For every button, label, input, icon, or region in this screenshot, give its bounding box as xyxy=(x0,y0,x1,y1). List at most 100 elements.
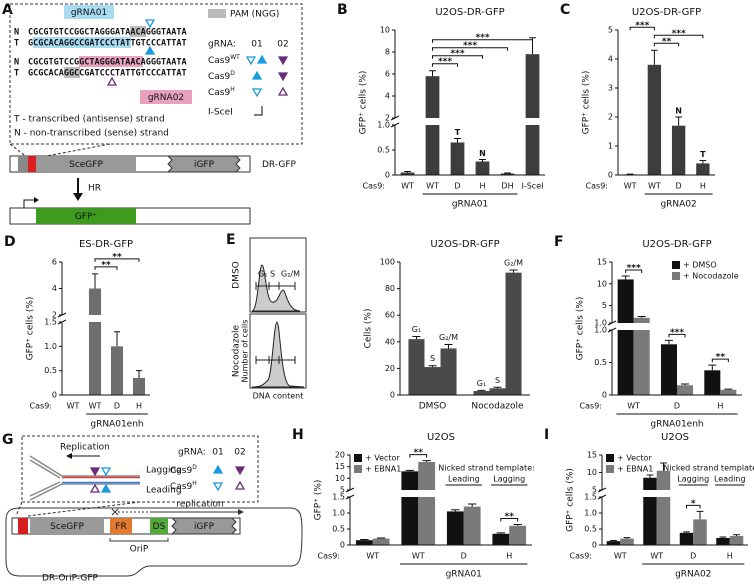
panel-label: F xyxy=(554,234,564,250)
y-tick-label: 1.5 xyxy=(44,318,57,327)
bar xyxy=(660,344,677,395)
y-tick-label: 4 xyxy=(385,92,390,101)
legend-swatch xyxy=(672,272,680,280)
significance-label: *** xyxy=(463,41,477,51)
y-tick-label: 1.5 xyxy=(584,493,597,502)
gates xyxy=(255,282,296,290)
histogram xyxy=(251,264,301,312)
bar xyxy=(679,532,694,545)
axis-break xyxy=(58,315,150,322)
note-label: Lagging xyxy=(677,475,709,484)
y-axis-label: GFP⁺ (%) xyxy=(314,480,324,521)
y-tick-label: 1.0 xyxy=(594,326,607,335)
x-tick-label: WT xyxy=(67,402,80,411)
error-bar xyxy=(708,364,717,371)
panel-label: D xyxy=(4,234,16,250)
y-tick-label: 0.5 xyxy=(332,525,345,534)
bar xyxy=(633,317,650,395)
error-bar xyxy=(451,509,460,512)
construct-label: SceGFP xyxy=(69,160,103,170)
bar xyxy=(475,161,490,175)
bar xyxy=(677,385,694,395)
error-bar xyxy=(610,540,617,542)
sequence: GCGCACAGGCCGATCCCTATTGTCCCATTAT xyxy=(28,69,187,79)
gates xyxy=(255,356,296,364)
zoom-line xyxy=(27,501,141,517)
grna-id: 02 xyxy=(277,40,288,50)
cas9-label: Cas9H xyxy=(208,86,235,98)
axis-break xyxy=(608,323,742,330)
promoter xyxy=(23,199,36,208)
nick-icon xyxy=(100,483,112,493)
y-tick-label: 8 xyxy=(385,48,390,57)
grna01-target xyxy=(33,37,131,48)
error-bar xyxy=(360,539,369,541)
bar xyxy=(606,541,621,545)
construct-label: iGFP xyxy=(194,160,215,170)
bar xyxy=(509,525,527,545)
legend-swatch xyxy=(354,454,362,462)
scegfp-box xyxy=(30,518,104,534)
x-tick-label: WT xyxy=(627,402,640,411)
bar xyxy=(500,173,515,175)
construct-label: SceGFP xyxy=(50,522,84,532)
y-tick-label: 15 xyxy=(587,451,597,460)
nick-icon xyxy=(106,76,118,86)
significance-label: * xyxy=(691,499,696,509)
nick-icon xyxy=(277,72,289,82)
y-tick-label: 0 xyxy=(390,391,395,400)
sequence: CGCGTGTCCGGCTAGGGATAACAGGGTAATA xyxy=(28,58,187,68)
significance-label: *** xyxy=(635,21,649,31)
error-bar xyxy=(493,386,502,389)
panel-label: E xyxy=(226,232,236,248)
x-tick-label: WT xyxy=(624,182,637,191)
construct-name: DR-GFP xyxy=(262,160,297,170)
error-bar xyxy=(660,462,667,471)
note-label: Lagging xyxy=(493,475,525,484)
y-tick-label: 0 xyxy=(52,391,57,400)
x-tick-label: WT xyxy=(648,182,661,191)
panel-label: G xyxy=(2,432,14,448)
bar xyxy=(473,391,490,395)
error-bar xyxy=(696,510,704,520)
error-bar xyxy=(623,537,631,539)
bar xyxy=(720,389,737,395)
error-bar xyxy=(467,503,477,507)
y-tick-label: 1.0 xyxy=(44,342,57,351)
bar xyxy=(647,64,662,175)
bar xyxy=(505,272,522,395)
y-tick-label: 0 xyxy=(592,541,597,550)
y-tick-label: 2 xyxy=(52,311,57,320)
nick-icon xyxy=(277,86,289,96)
x-tick-label: D xyxy=(461,552,467,561)
cas9-sup: H xyxy=(192,480,197,487)
y-tick-label: 3 xyxy=(608,84,613,93)
bar xyxy=(671,125,686,175)
y-tick-label: 15 xyxy=(335,462,345,471)
construct-label: iGFP xyxy=(194,522,215,532)
chart-title: U2OS-DR-GFP xyxy=(642,239,711,250)
chart-title: U2OS xyxy=(427,432,455,443)
hist-ylabel: Number of cells xyxy=(241,320,250,383)
bar xyxy=(693,519,707,545)
significance-bracket xyxy=(711,358,729,363)
error-bar xyxy=(135,370,143,378)
legend-label: + Vector xyxy=(617,454,652,463)
construct-label: DS xyxy=(153,522,166,532)
y-tick-label: 80 xyxy=(385,284,395,293)
scegfp-box xyxy=(36,156,136,172)
bar-label: G₁ xyxy=(412,325,421,334)
error-bar xyxy=(477,389,486,392)
bar xyxy=(446,511,464,545)
construct-name: DR-OriP-GFP xyxy=(42,574,99,584)
note-label: Leading xyxy=(448,475,480,484)
significance-bracket xyxy=(668,333,686,338)
legend-label: + EBNA1 xyxy=(365,465,401,474)
group-label: gRNA01enh xyxy=(90,420,143,430)
x-tick-label: D xyxy=(676,182,682,191)
significance-label: ** xyxy=(505,512,515,522)
construct-label: FR xyxy=(115,522,126,532)
bar xyxy=(620,538,634,545)
cas9-base: Cas9 xyxy=(208,56,230,66)
bar xyxy=(617,279,634,395)
